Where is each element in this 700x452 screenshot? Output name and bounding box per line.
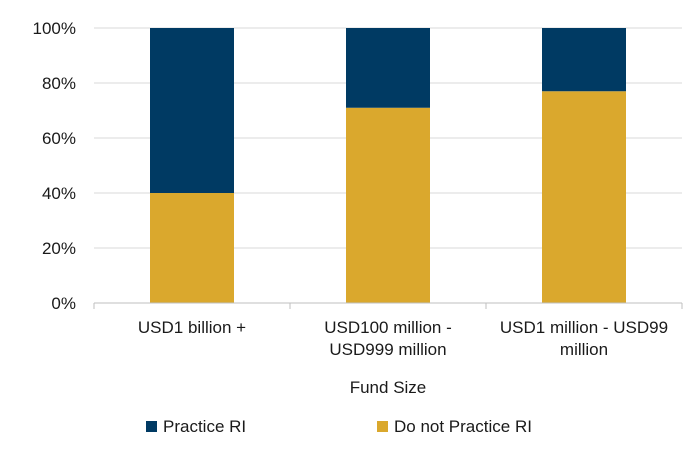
- bar-segment-do-not-practice-ri: [542, 91, 626, 303]
- x-category-label: USD100 million -USD999 million: [324, 318, 452, 359]
- axes: [93, 302, 683, 309]
- bar-segment-practice-ri: [542, 28, 626, 92]
- x-axis-categories: USD1 billion + USD100 million -USD999 mil…: [138, 318, 668, 359]
- bar-segment-practice-ri: [150, 28, 234, 193]
- legend-label: Practice RI: [163, 417, 246, 436]
- bar-segment-practice-ri: [346, 28, 430, 108]
- y-tick-label: 80%: [42, 74, 76, 93]
- y-tick-label: 100%: [33, 19, 76, 38]
- y-tick-label: 0%: [51, 294, 76, 313]
- x-category-label: USD1 billion +: [138, 318, 246, 337]
- y-tick-label: 40%: [42, 184, 76, 203]
- bar-segment-do-not-practice-ri: [150, 193, 234, 303]
- legend: Practice RI Do not Practice RI: [146, 417, 532, 436]
- bar-segment-do-not-practice-ri: [346, 107, 430, 303]
- y-tick-label: 20%: [42, 239, 76, 258]
- y-tick-label: 60%: [42, 129, 76, 148]
- y-axis-ticks: 0% 20% 40% 60% 80% 100%: [33, 19, 76, 313]
- x-axis-title: Fund Size: [350, 378, 427, 397]
- legend-swatch: [377, 421, 388, 432]
- legend-label: Do not Practice RI: [394, 417, 532, 436]
- bars: [150, 28, 626, 303]
- x-category-label: USD1 million - USD99 million: [500, 318, 668, 359]
- legend-swatch: [146, 421, 157, 432]
